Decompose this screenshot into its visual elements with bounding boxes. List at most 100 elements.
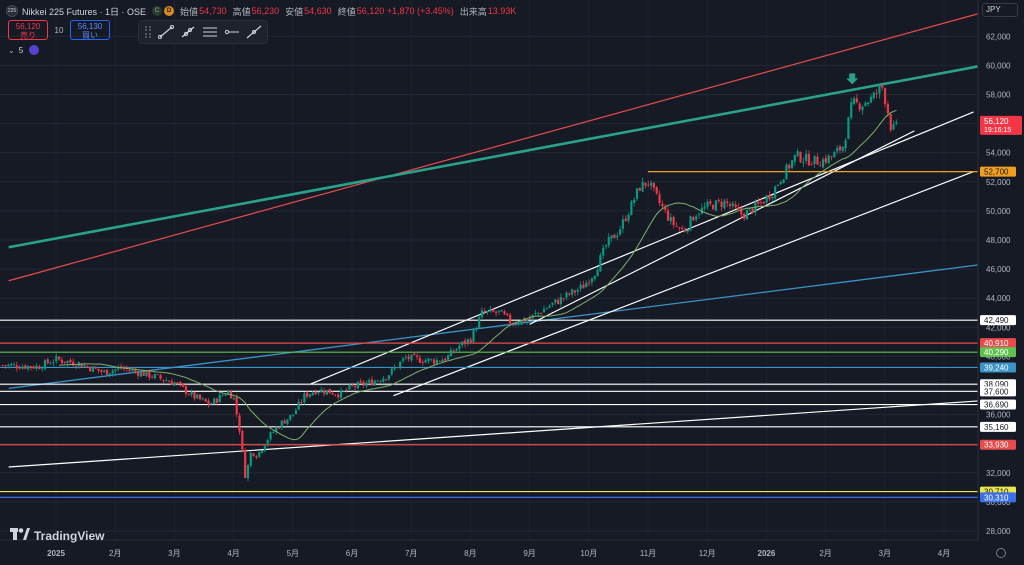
sell-button[interactable]: 56,120 売り [8,20,48,40]
candle-body [469,339,472,343]
candle-body [559,297,562,305]
candle-body [548,305,551,308]
chevron-down-icon[interactable]: ⌄ [8,45,15,55]
red-channel-line [8,9,992,282]
candle-body [399,361,402,368]
candle-body [145,370,148,376]
indicator-gear-icon[interactable] [29,45,40,55]
candle-body [187,394,190,396]
tradingview-logo[interactable]: TradingView [10,528,104,543]
candle-body [525,319,529,322]
candle-body [700,207,703,214]
candle-body [413,353,416,356]
candle-body [303,393,306,403]
candle-body [455,348,458,351]
candle-body [379,380,382,382]
drawing-toolbar [138,20,268,44]
candle-body [72,361,75,366]
candle-body [517,323,520,325]
candle-body [489,309,492,312]
candle-body [805,154,808,161]
level-label-bg [980,386,1016,397]
candle-body [308,394,312,397]
chart-title[interactable]: Nikkei 225 Futures · 1日 · OSE [22,6,147,17]
candle-body [779,182,782,184]
quantity[interactable]: 10 [54,25,64,35]
time-tick-label: 10月 [580,549,597,558]
candle-body [427,358,430,362]
candle-body [24,365,27,369]
d-badge[interactable]: D [164,6,175,16]
candle-body [802,161,805,163]
trend-line-tool-icon[interactable] [157,24,176,40]
candle-body [286,419,289,424]
candle-body [500,310,503,312]
candle-body [556,300,560,305]
candle-body [373,380,376,386]
volume-label: 出来高 [459,6,487,17]
candle-body [165,380,168,382]
parallel-channel-tool-icon[interactable] [201,24,220,40]
candle-body [819,165,822,167]
blue-support-line [8,262,992,390]
candle-body [709,201,712,204]
candle-body [280,420,283,428]
candle-body [545,308,548,309]
candle-body [678,227,681,229]
level-label-text: 42,490 [984,316,1009,325]
price-tick-label: 62,000 [986,32,1011,41]
currency-selector[interactable]: JPY [982,3,1018,17]
drag-handle-icon[interactable] [145,26,151,38]
candle-body [269,432,272,440]
extended-line-tool-icon[interactable] [245,24,264,40]
candle-body [824,157,827,163]
last-price-value: 56,120 [984,117,1009,126]
candle-body [627,214,630,221]
candle-body [895,121,898,124]
candle-body [565,292,568,298]
price-tick-label: 28,000 [986,527,1011,536]
candle-body [244,449,247,478]
level-label-text: 35,160 [984,423,1009,432]
candle-body [672,216,675,225]
time-axis[interactable]: 2025 2月 3月 4月 5月 6月 7月 8月 9月 10月 11月 12月 2026 2月 3月 4月 [0,539,978,558]
candle-body [159,375,162,379]
white-long-support-line [8,399,992,468]
candle-body [483,311,486,313]
candle-body [249,452,252,466]
candle-body [463,340,467,345]
candle-body [322,390,326,394]
buy-button[interactable]: 56,130 買い [70,20,110,40]
horizontal-ray-tool-icon[interactable] [223,24,242,40]
candle-body [337,394,340,398]
ray-tool-icon[interactable] [179,24,198,40]
c-badge[interactable]: C [152,6,163,16]
candle-body [430,359,433,360]
candle-body [573,290,577,293]
indicator-row[interactable]: ⌄ 5 [8,45,40,55]
time-tick-label: 2026 [758,549,776,558]
time-tick-label: 2月 [109,549,121,558]
candle-body [103,370,106,372]
candle-body [156,374,159,375]
low-value: 54,630 [304,6,332,16]
candle-body [162,379,165,381]
time-tick-label: 7月 [405,549,417,558]
candle-body [198,394,202,400]
candle-body [167,381,171,382]
candle-body [370,379,374,386]
candle-body [83,365,86,367]
settings-gear-icon[interactable] [996,548,1006,558]
candle-body [227,391,230,395]
level-label-bg [980,399,1016,410]
candle-body [630,201,633,216]
down-arrow-marker [846,73,859,85]
level-label-bg [980,421,1016,432]
candle-body [190,392,193,395]
candle-body [128,370,131,371]
level-label-text: 39,240 [984,363,1009,372]
price-axis[interactable]: 28,00030,00032,00034,00036,00038,00040,0… [977,0,1024,565]
candle-body [509,314,512,324]
